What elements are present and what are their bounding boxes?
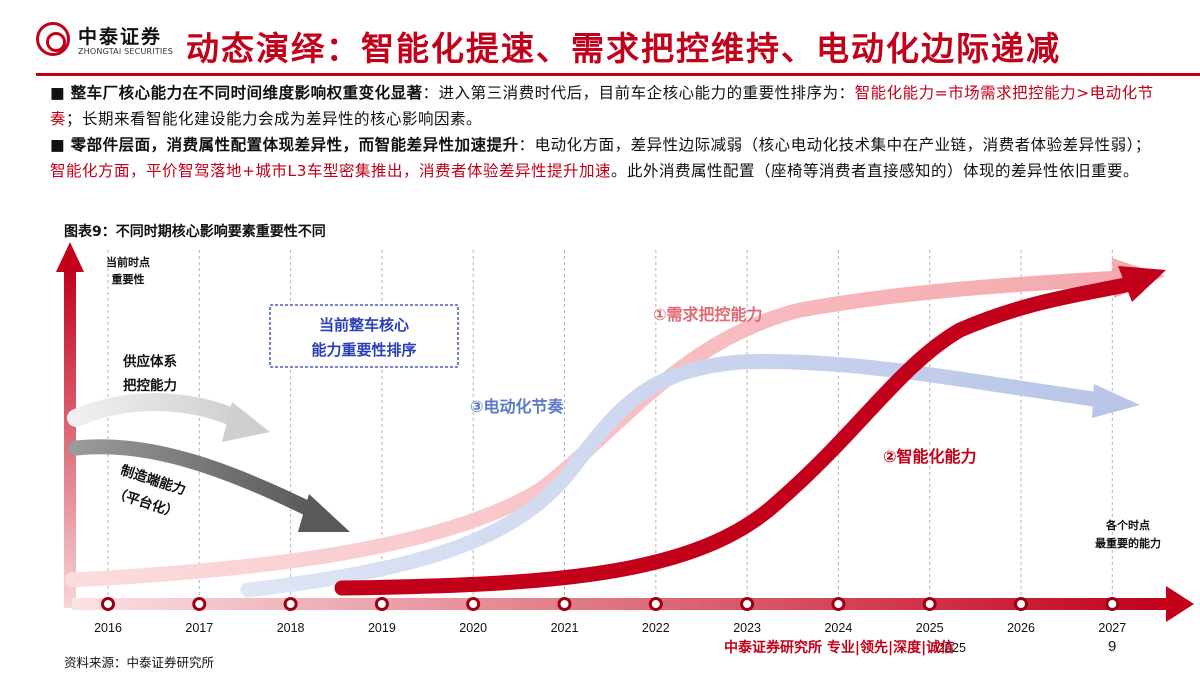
bullet-text-segment: 智能化能力=市场需求把控能力>电动化节奏 [50, 84, 1154, 128]
electrification-curve [240, 354, 1140, 598]
year-marker [466, 597, 481, 611]
box-label-line2: 能力重要性排序 [311, 341, 416, 359]
intelligence-curve [334, 266, 1166, 596]
year-marker [1105, 597, 1120, 611]
year-gridlines [107, 250, 1113, 600]
bullet-text-segment: ：电动化方面，差异性边际减弱（核心电动化技术集中在产业链，消费者体验差异性弱）； [518, 136, 1151, 154]
manufacturing-arrow [68, 439, 350, 532]
footer-slogan: 中泰证券研究所 专业|领先|深度|诚信 [724, 640, 955, 656]
bullet-text-segment: ：进入第三消费时代后，目前车企核心能力的重要性排序为： [422, 84, 855, 102]
y-axis-label-line2: 重要性 [112, 272, 145, 286]
logo-circle-icon [36, 22, 70, 56]
year-label: 2017 [185, 621, 213, 635]
current-ranking-box: 当前整车核心 能力重要性排序 [269, 304, 459, 368]
year-marker [374, 597, 389, 611]
supply-label-line1: 供应体系 [122, 353, 177, 370]
year-marker [101, 597, 115, 611]
figure-title: 图表9：不同时期核心影响要素重要性不同 [64, 224, 326, 240]
bullet-paragraph: ■ 整车厂核心能力在不同时间维度影响权重变化显著：进入第三消费时代后，目前车企核… [50, 80, 1160, 132]
supply-control-arrow [67, 393, 270, 442]
year-marker [1014, 597, 1028, 611]
title-divider [36, 73, 1200, 76]
bullet-text-segment: ；长期来看智能化建设能力会成为差异性的核心影响因素。 [66, 110, 483, 128]
electrification-curve-label: ③电动化节奏 [470, 397, 565, 416]
timeline-label-line1: 各个时点 [1105, 518, 1150, 532]
bullet-marker: ■ [50, 136, 71, 154]
page-number: 9 [1108, 638, 1117, 655]
year-label: 2025 [916, 621, 944, 635]
timeline-markers: 2016 2017 2018 2019 2020 2021 2022 2023 2024 2025… [94, 597, 1126, 655]
logo-english-name: ZHONGTAI SECURITIES [78, 47, 174, 56]
slide-title: 动态演绎：智能化提速、需求把控维持、电动化边际递减 [186, 29, 1061, 68]
intelligence-curve-label: ②智能化能力 [883, 447, 977, 466]
year-label: 2024 [824, 621, 852, 635]
box-label-line1: 当前整车核心 [319, 316, 409, 334]
company-logo: 中泰证券 ZHONGTAI SECURITIES [36, 20, 186, 64]
footer-year-label: 2025 [938, 641, 966, 655]
year-marker [831, 597, 846, 611]
year-marker [557, 597, 572, 611]
bullet-text-segment: 。此外消费属性配置（座椅等消费者直接感知的）体现的差异性依旧重要。 [611, 162, 1140, 180]
bullet-list: ■ 整车厂核心能力在不同时间维度影响权重变化显著：进入第三消费时代后，目前车企核… [50, 80, 1160, 184]
year-label: 2020 [459, 621, 487, 635]
bullet-text-segment: 整车厂核心能力在不同时间维度影响权重变化显著 [70, 84, 423, 102]
source-note: 资料来源：中泰证券研究所 [64, 655, 215, 670]
year-label: 2027 [1098, 621, 1126, 635]
year-marker [192, 597, 207, 611]
manufacturing-label: 制造端能力 （平台化） [111, 462, 188, 522]
slide-header: 中泰证券 ZHONGTAI SECURITIES 动态演绎：智能化提速、需求把控… [0, 0, 1200, 80]
logo-chinese-name: 中泰证券 [78, 26, 163, 48]
year-label: 2026 [1007, 621, 1035, 635]
year-label: 2021 [551, 621, 579, 635]
timeline-label-line2: 最重要的能力 [1095, 536, 1161, 550]
year-marker [740, 597, 755, 611]
year-marker [648, 597, 663, 611]
bullet-text-segment: 智能化方面，平价智驾落地+城市L3车型密集推出，消费者体验差异性提升加速 [50, 162, 611, 180]
bullet-text-segment: 零部件层面，消费属性配置体现差异性，而智能差异性加速提升 [70, 136, 519, 154]
y-axis-label-line1: 当前时点 [106, 255, 150, 269]
year-label: 2019 [368, 621, 396, 635]
timeline-axis [72, 586, 1194, 622]
year-label: 2018 [277, 621, 305, 635]
year-label: 2022 [642, 621, 670, 635]
bullet-paragraph: ■ 零部件层面，消费属性配置体现差异性，而智能差异性加速提升：电动化方面，差异性… [50, 132, 1160, 184]
demand-curve-label: ①需求把控能力 [653, 305, 763, 324]
year-label: 2023 [733, 621, 761, 635]
year-marker [922, 597, 937, 611]
bullet-marker: ■ [50, 84, 71, 102]
year-label: 2016 [94, 621, 122, 635]
year-marker [283, 597, 298, 611]
importance-axis [56, 242, 84, 608]
supply-label-line2: 把控能力 [123, 377, 177, 394]
